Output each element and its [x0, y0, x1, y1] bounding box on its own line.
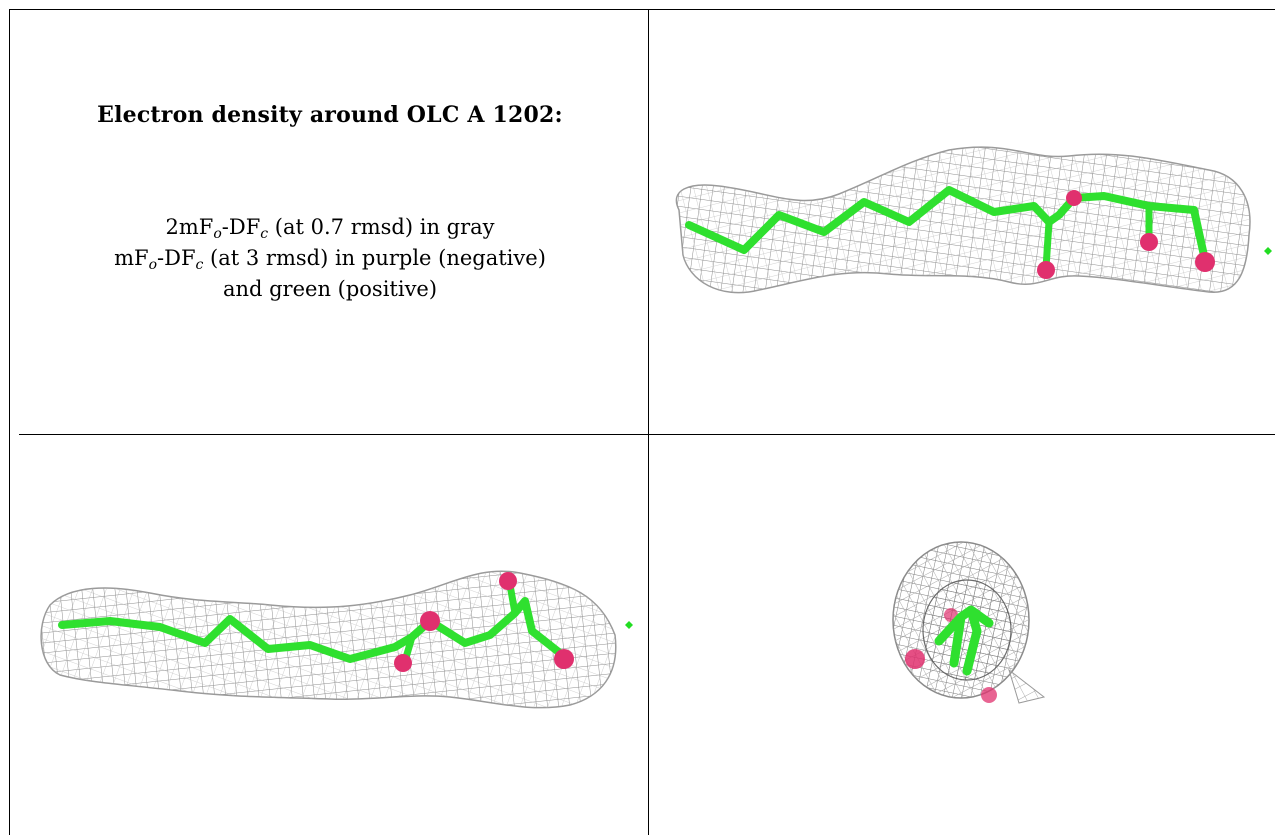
density-panel-end-on-view: [649, 435, 1275, 835]
table-border-left: [9, 9, 10, 835]
oxygen-atom: [1195, 252, 1215, 272]
ligand-carbon-chain: [58, 597, 569, 663]
table-divider-horizontal: [19, 434, 1275, 435]
caption-line-3: and green (positive): [222, 277, 438, 301]
oxygen-atom: [905, 649, 925, 669]
figure-table: Electron density around OLC A 1202: 2mFo…: [9, 9, 1275, 835]
table-border-top: [9, 9, 1275, 10]
positive-density-blob: [625, 621, 633, 629]
density-image: [675, 146, 1272, 294]
caption-description: 2mFo-DFc (at 0.7 rmsd) in gray mFo-DFc (…: [10, 212, 648, 305]
oxygen-atom: [981, 687, 997, 703]
caption-line-2: mFo-DFc (at 3 rmsd) in purple (negative): [114, 246, 546, 273]
oxygen-atom: [1140, 233, 1158, 251]
ligand-carbon-chain: [934, 605, 994, 676]
positive-density-blob: [1264, 247, 1272, 255]
caption-line-1: 2mFo-DFc (at 0.7 rmsd) in gray: [165, 215, 495, 242]
density-panel-side-view-bottom: [10, 435, 648, 835]
oxygen-atom: [1037, 261, 1055, 279]
density-image: [892, 541, 1046, 704]
oxygen-atom: [554, 649, 574, 669]
oxygen-atom: [499, 572, 517, 590]
oxygen-atom: [420, 611, 440, 631]
table-divider-vertical: [648, 9, 649, 835]
density-image: [40, 570, 633, 709]
caption-title: Electron density around OLC A 1202:: [97, 102, 563, 128]
density-panel-side-view-top: [649, 10, 1275, 434]
oxygen-atom: [1066, 190, 1082, 206]
oxygen-atom: [394, 654, 412, 672]
ligand-carbon-chain: [685, 186, 1209, 264]
caption-cell: Electron density around OLC A 1202: 2mFo…: [10, 10, 648, 434]
